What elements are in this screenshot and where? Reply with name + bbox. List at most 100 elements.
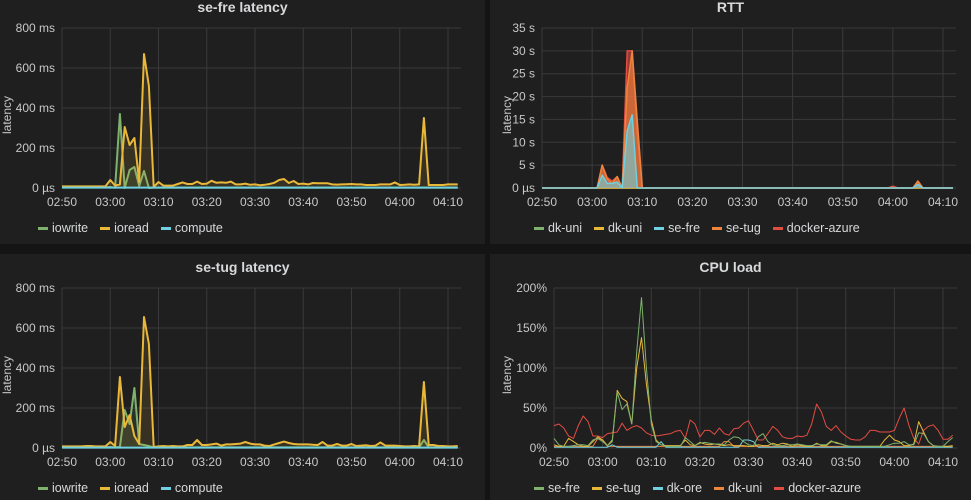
x-tick-label: 04:10 [433, 455, 463, 469]
legend-item[interactable]: iowrite [38, 221, 88, 235]
y-tick-label: 30 s [512, 44, 535, 58]
legend: dk-uni dk-uni se-fre se-tug docker-azure [534, 221, 860, 235]
y-tick-label: 400 ms [16, 361, 55, 375]
x-tick-label: 02:50 [47, 455, 77, 469]
x-tick-label: 03:00 [95, 195, 125, 209]
x-tick-label: 03:30 [727, 195, 757, 209]
x-tick-label: 03:10 [636, 455, 666, 469]
x-tick-label: 03:10 [627, 195, 657, 209]
legend-item[interactable]: dk-uni [534, 221, 582, 235]
legend-label: ioread [114, 221, 149, 235]
legend-item[interactable]: se-fre [654, 221, 700, 235]
x-tick-label: 03:50 [831, 455, 861, 469]
legend-item[interactable]: compute [161, 481, 223, 495]
x-tick-label: 04:10 [928, 195, 958, 209]
legend-label: dk-uni [728, 481, 762, 495]
legend-item[interactable]: docker-azure [774, 481, 861, 495]
x-tick-label: 04:10 [433, 195, 463, 209]
legend-swatch [161, 487, 171, 490]
x-tick-label: 03:30 [733, 455, 763, 469]
x-tick-label: 04:00 [385, 455, 415, 469]
legend-swatch [38, 227, 48, 230]
x-tick-label: 02:50 [539, 455, 569, 469]
legend-swatch [594, 227, 604, 230]
legend-label: iowrite [52, 221, 88, 235]
y-tick-label: 0 µs [32, 441, 55, 455]
x-tick-label: 04:00 [385, 195, 415, 209]
x-tick-label: 03:50 [336, 455, 366, 469]
y-tick-label: 600 ms [16, 61, 55, 75]
x-tick-label: 02:50 [47, 195, 77, 209]
legend-label: docker-azure [787, 221, 860, 235]
y-tick-label: 0 µs [32, 181, 55, 195]
legend-swatch [534, 487, 544, 490]
legend-label: se-fre [548, 481, 580, 495]
series-line-ioread[interactable] [62, 54, 458, 187]
x-tick-label: 03:20 [192, 195, 222, 209]
x-tick-label: 03:40 [782, 455, 812, 469]
series-line-se-fre[interactable] [554, 298, 953, 447]
legend-label: docker-azure [788, 481, 861, 495]
legend-swatch [774, 487, 784, 490]
legend-swatch [100, 487, 110, 490]
legend-label: dk-uni [608, 221, 642, 235]
legend-swatch [654, 227, 664, 230]
legend-item[interactable]: dk-ore [653, 481, 702, 495]
legend-label: compute [175, 481, 223, 495]
x-tick-label: 03:00 [95, 455, 125, 469]
legend-item[interactable]: compute [161, 221, 223, 235]
y-tick-label: 800 ms [16, 281, 55, 295]
x-tick-label: 03:50 [828, 195, 858, 209]
legend-item[interactable]: ioread [100, 481, 149, 495]
legend-swatch [592, 487, 602, 490]
legend: iowrite ioread compute [38, 481, 223, 495]
legend-swatch [712, 227, 722, 230]
y-tick-label: 200 ms [16, 401, 55, 415]
legend-label: se-tug [726, 221, 761, 235]
legend-item[interactable]: iowrite [38, 481, 88, 495]
legend-label: compute [175, 221, 223, 235]
legend-swatch [773, 227, 783, 230]
x-tick-label: 03:40 [288, 195, 318, 209]
legend-item[interactable]: dk-uni [714, 481, 762, 495]
y-tick-label: 10 s [512, 135, 535, 149]
legend-swatch [38, 487, 48, 490]
y-tick-label: 35 s [512, 21, 535, 35]
legend-item[interactable]: se-fre [534, 481, 580, 495]
x-tick-label: 03:10 [143, 455, 173, 469]
x-tick-label: 03:40 [288, 455, 318, 469]
y-tick-label: 0% [530, 441, 548, 455]
legend-item[interactable]: se-tug [592, 481, 641, 495]
legend-label: se-fre [668, 221, 700, 235]
legend-item[interactable]: dk-uni [594, 221, 642, 235]
y-tick-label: 150% [516, 321, 547, 335]
x-tick-label: 03:20 [192, 455, 222, 469]
x-tick-label: 03:00 [577, 195, 607, 209]
legend-swatch [653, 487, 663, 490]
y-tick-label: 15 s [512, 112, 535, 126]
legend-item[interactable]: se-tug [712, 221, 761, 235]
legend-label: dk-ore [667, 481, 702, 495]
x-tick-label: 03:20 [677, 195, 707, 209]
x-tick-label: 03:30 [240, 195, 270, 209]
x-tick-label: 04:00 [878, 195, 908, 209]
x-tick-label: 02:50 [527, 195, 557, 209]
series-line-se-fre[interactable] [542, 115, 953, 188]
legend-label: iowrite [52, 481, 88, 495]
legend-label: dk-uni [548, 221, 582, 235]
y-tick-label: 5 s [519, 158, 535, 172]
x-tick-label: 03:10 [143, 195, 173, 209]
x-tick-label: 04:00 [879, 455, 909, 469]
x-tick-label: 03:40 [778, 195, 808, 209]
legend-item[interactable]: docker-azure [773, 221, 860, 235]
legend: se-fre se-tug dk-ore dk-uni docker-azure [534, 481, 861, 495]
x-tick-label: 03:00 [588, 455, 618, 469]
legend-label: ioread [114, 481, 149, 495]
x-tick-label: 04:10 [928, 455, 958, 469]
legend-item[interactable]: ioread [100, 221, 149, 235]
